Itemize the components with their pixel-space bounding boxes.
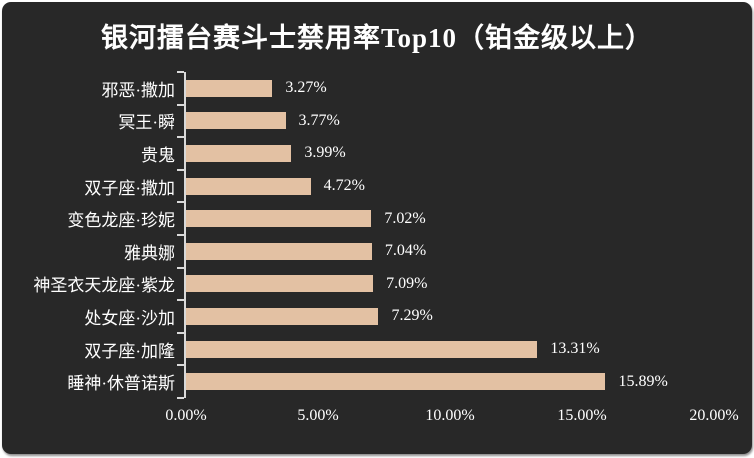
bar	[186, 112, 286, 130]
bar	[186, 307, 379, 325]
chart-title: 银河擂台赛斗士禁用率Top10（铂金级以上）	[100, 23, 654, 53]
bar-row: 邪恶·撒加 3.27%	[2, 71, 714, 105]
category-label: 双子座·加隆	[84, 341, 175, 361]
bar	[186, 275, 374, 293]
bar	[186, 340, 538, 358]
bar-track: 4.72%	[177, 168, 714, 203]
value-label: 3.99%	[304, 144, 346, 162]
category-label: 处女座·沙加	[84, 308, 175, 328]
bar	[186, 79, 273, 97]
bar-row: 贵鬼 3.99%	[2, 136, 714, 170]
x-axis: 0.00% 5.00% 10.00% 15.00% 20.00%	[165, 398, 738, 432]
bar-track: 7.09%	[177, 266, 714, 301]
x-axis-tick-label: 15.00%	[557, 406, 607, 424]
category-label: 邪恶·撒加	[101, 80, 175, 100]
bar	[186, 177, 311, 195]
category-label: 贵鬼	[141, 145, 175, 165]
bar-row: 冥王·瞬 3.77%	[2, 103, 714, 138]
value-label: 7.04%	[384, 242, 427, 260]
bar-row: 变色龙座·珍妮 7.02%	[2, 201, 714, 235]
category-label: 睡神·休普诺斯	[67, 374, 175, 394]
value-label: 3.27%	[285, 79, 327, 97]
bar-track: 7.29%	[177, 299, 714, 333]
bar-track: 13.31%	[177, 331, 714, 366]
bar-track: 15.89%	[177, 364, 714, 399]
value-label: 13.31%	[550, 340, 600, 358]
x-axis-tick-label: 0.00%	[165, 406, 207, 424]
x-axis-tick-label: 20.00%	[689, 406, 739, 424]
bar-row: 双子座·撒加 4.72%	[2, 168, 714, 203]
category-label: 冥王·瞬	[118, 113, 175, 133]
bar	[186, 144, 292, 162]
bar-row: 睡神·休普诺斯 15.89%	[2, 364, 714, 399]
bar-track: 3.99%	[177, 136, 714, 170]
bar-row: 雅典娜 7.04%	[2, 233, 714, 268]
bar-track: 7.04%	[177, 233, 714, 268]
bar	[186, 242, 372, 260]
value-label: 3.77%	[298, 111, 340, 129]
bar-track: 3.77%	[177, 103, 714, 138]
category-label: 雅典娜	[124, 243, 175, 263]
value-label: 15.89%	[618, 372, 668, 390]
category-label: 变色龙座·珍妮	[67, 211, 175, 231]
bar-row: 处女座·沙加 7.29%	[2, 299, 714, 333]
bar	[186, 210, 372, 228]
value-label: 7.29%	[391, 307, 433, 325]
category-label: 神圣衣天龙座·紫龙	[33, 276, 175, 296]
bar-track: 3.27%	[177, 71, 714, 105]
bar	[186, 373, 606, 391]
value-label: 7.02%	[384, 209, 426, 227]
x-axis-tick-label: 5.00%	[297, 406, 339, 424]
bar-track: 7.02%	[177, 201, 714, 235]
x-axis-tick-label: 10.00%	[425, 406, 475, 424]
value-label: 7.09%	[386, 274, 428, 292]
value-label: 4.72%	[323, 177, 365, 195]
bar-chart-plot-area: 邪恶·撒加 3.27% 冥王·瞬 3.77% 贵鬼 3.99% 双子座·撒加 4.72% 变色龙…	[2, 71, 714, 399]
bar-row: 神圣衣天龙座·紫龙 7.09%	[2, 266, 714, 301]
bar-row: 双子座·加隆 13.31%	[2, 331, 714, 366]
category-label: 双子座·撒加	[84, 178, 175, 198]
